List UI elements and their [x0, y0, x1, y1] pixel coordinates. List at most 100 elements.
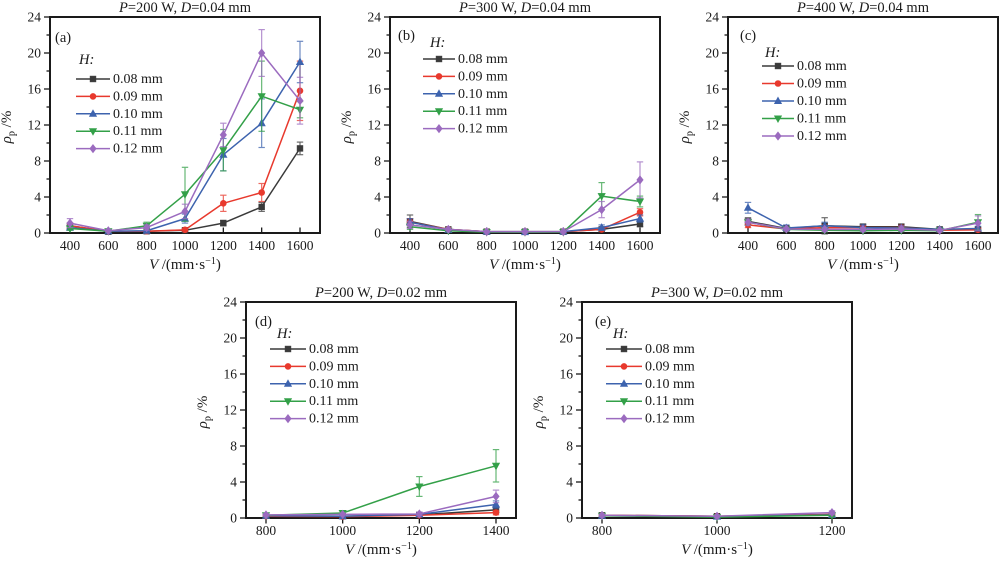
legend-entry-label: 0.08 mm — [113, 72, 163, 87]
legend-entry-label: 0.12 mm — [458, 122, 508, 137]
y-tick-label: 8 — [566, 439, 573, 454]
series-0.12mm — [262, 489, 500, 520]
marker-circle — [435, 73, 443, 80]
y-tick-label: 0 — [566, 511, 573, 526]
chart-svg-e: P=300 W, D=0.02 mm 0 4 8 12 16 20 24 800 1000 1200… — [531, 285, 853, 558]
marker-square — [220, 219, 227, 227]
subplot-letter-a: (a) — [55, 30, 71, 46]
marker-triangle-up — [283, 379, 293, 387]
legend-entry-label: 0.12 mm — [113, 142, 163, 157]
marker-diamond — [782, 224, 790, 234]
marker-diamond — [744, 217, 752, 227]
x-tick-label: 800 — [477, 238, 498, 253]
chart-title-c: P=400 W, D=0.04 mm — [796, 0, 930, 16]
marker-diamond — [435, 124, 443, 134]
marker-diamond — [636, 175, 644, 185]
chart-svg-a: P=200 W, D=0.04 mm 0 4 8 12 16 20 24 400 600 800 10… — [0, 0, 321, 273]
marker-triangle-down — [491, 462, 501, 471]
legend: H: 0.08 mm 0.09 mm 0.10 mm 0.11 mm 0.12 mm — [606, 326, 695, 427]
x-tick-label: 1400 — [483, 523, 510, 538]
legend-entry-label: 0.12 mm — [309, 412, 359, 427]
marker-diamond — [406, 220, 414, 230]
legend-title: H: — [276, 326, 292, 342]
x-axis-label: V /(mm·s−1) — [345, 541, 417, 558]
marker-triangle-up — [88, 109, 98, 117]
marker-circle — [774, 80, 782, 87]
marker-diamond — [284, 414, 292, 424]
legend-entry-label: 0.10 mm — [458, 87, 508, 102]
y-tick-label: 24 — [706, 10, 720, 25]
legend: H: 0.08 mm 0.09 mm 0.10 mm 0.11 mm 0.12 mm — [270, 326, 359, 427]
marker-diamond — [444, 224, 452, 234]
x-tick-label: 1000 — [850, 238, 877, 253]
y-tick-label: 4 — [34, 190, 41, 205]
chart-svg-d: P=200 W, D=0.02 mm 0 4 8 12 16 20 24 800 1000 1200… — [195, 285, 517, 558]
subplot-letter-d: (d) — [255, 314, 272, 330]
y-tick-label: 12 — [224, 403, 238, 418]
legend-entry-label: 0.11 mm — [309, 394, 358, 409]
y-tick-label: 8 — [712, 154, 719, 169]
x-tick-label: 1600 — [287, 238, 314, 253]
x-tick-label: 800 — [815, 238, 836, 253]
y-tick-label: 4 — [566, 475, 573, 490]
series-line — [265, 465, 497, 517]
marker-triangle-down — [219, 147, 228, 155]
marker-triangle-down — [283, 398, 293, 406]
legend: H: 0.08 mm 0.09 mm 0.10 mm 0.11 mm 0.12 mm — [76, 52, 163, 157]
x-tick-label: 400 — [60, 238, 81, 253]
marker-diamond — [296, 96, 304, 106]
y-tick-label: 24 — [368, 10, 382, 25]
series-0.12mm — [598, 508, 836, 521]
chart-title-b: P=300 W, D=0.04 mm — [458, 0, 592, 16]
marker-diamond — [104, 226, 112, 236]
x-axis-label: V /(mm·s−1) — [681, 541, 753, 558]
marker-diamond — [828, 508, 836, 518]
series-line — [265, 495, 497, 516]
legend-title: H: — [764, 45, 780, 61]
marker-diamond — [859, 224, 867, 234]
marker-square — [258, 203, 265, 211]
chart-svg-c: P=400 W, D=0.04 mm 0 4 8 12 16 20 24 400 600 800 10… — [677, 0, 999, 273]
y-tick-label: 8 — [230, 439, 237, 454]
marker-triangle-down — [635, 198, 645, 207]
y-tick-label: 0 — [230, 511, 237, 526]
marker-triangle-down — [434, 108, 444, 116]
x-tick-label: 600 — [438, 238, 459, 253]
marker-triangle-up — [743, 203, 753, 211]
legend-entry-label: 0.10 mm — [113, 107, 163, 122]
legend-title: H: — [429, 35, 445, 51]
legend-entry-label: 0.08 mm — [645, 342, 695, 357]
legend-entry-label: 0.08 mm — [458, 52, 508, 67]
y-tick-label: 0 — [712, 226, 719, 241]
marker-triangle-down — [180, 191, 190, 199]
marker-diamond — [262, 510, 270, 520]
legend-entry-label: 0.09 mm — [797, 77, 847, 92]
x-tick-label: 1600 — [965, 238, 992, 253]
legend-entry-label: 0.08 mm — [797, 59, 847, 74]
marker-triangle-down — [88, 128, 98, 136]
marker-triangle-up — [619, 379, 629, 387]
marker-circle — [284, 363, 292, 370]
marker-diamond — [89, 144, 97, 154]
subplot-letter-c: (c) — [740, 28, 756, 44]
y-tick-label: 0 — [374, 226, 381, 241]
marker-triangle-down — [773, 115, 783, 124]
x-tick-label: 400 — [400, 238, 421, 253]
y-tick-label: 16 — [28, 82, 42, 97]
chart-svg-b: P=300 W, D=0.04 mm 0 4 8 12 16 20 24 400 600 800 10… — [339, 0, 661, 273]
marker-diamond — [774, 131, 782, 141]
marker-triangle-up — [434, 89, 444, 97]
marker-diamond — [598, 205, 606, 215]
marker-square — [620, 345, 628, 353]
y-tick-label: 20 — [28, 46, 42, 61]
y-axis-ticks — [240, 301, 246, 519]
y-tick-label: 24 — [28, 10, 42, 25]
series-0.12mm — [744, 215, 982, 235]
marker-diamond — [598, 510, 606, 520]
marker-triangle-down — [257, 93, 266, 101]
marker-square — [296, 145, 304, 152]
y-tick-label: 4 — [374, 190, 381, 205]
y-axis-ticks — [44, 16, 50, 234]
x-tick-label: 1000 — [329, 523, 356, 538]
marker-diamond — [492, 491, 500, 501]
